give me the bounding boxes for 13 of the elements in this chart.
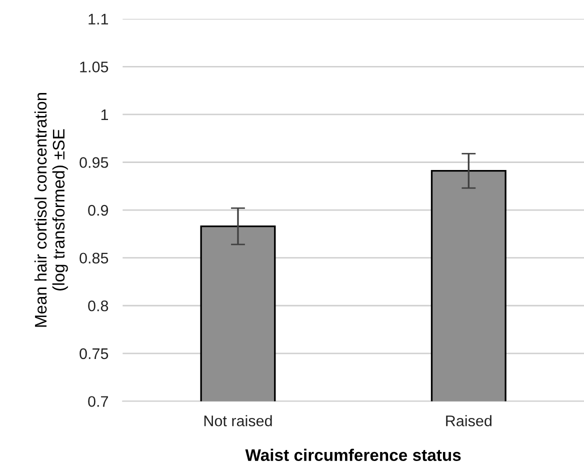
y-tick-label: 1: [101, 109, 108, 120]
y-tick-label: 0.75: [80, 348, 108, 360]
y-tick-label: 0.85: [80, 252, 108, 264]
y-tick-label: 1.05: [80, 62, 108, 72]
y-tick-label: 0.95: [80, 157, 108, 168]
y-tick-label: 1.1: [88, 14, 108, 24]
y-tick-label: 0.9: [88, 204, 108, 216]
x-tick-label: Raised: [446, 415, 492, 426]
y-axis-title: Mean hair cortisol concentration (log transformed) ±SE: [34, 93, 68, 327]
x-tick-label: Not raised: [204, 415, 272, 426]
y-tick-label: 0.7: [88, 396, 108, 407]
y-tick-label: 0.8: [88, 300, 108, 312]
x-axis-title: Waist circumference status: [245, 448, 461, 462]
